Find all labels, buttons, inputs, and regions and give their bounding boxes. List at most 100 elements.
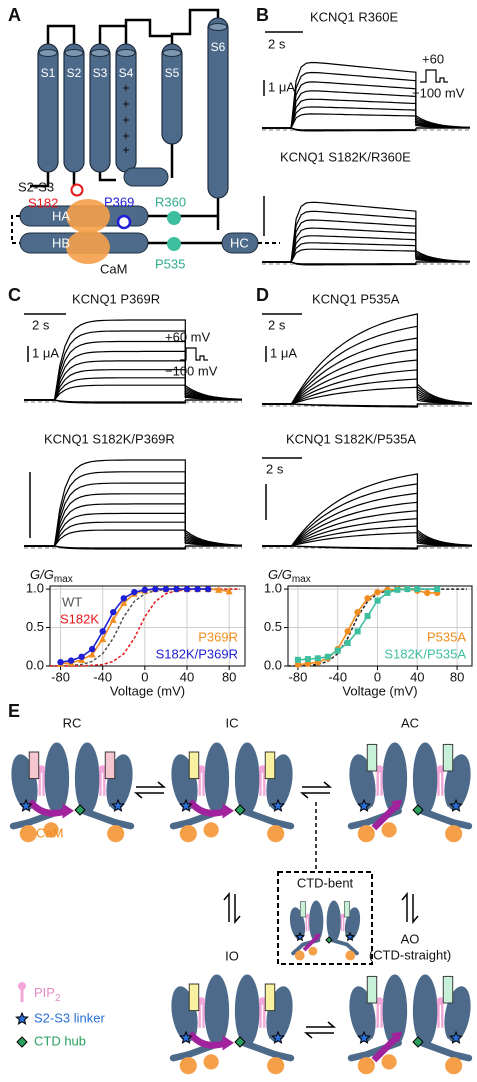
current-trace (262, 261, 470, 266)
segment-label: S5 (165, 66, 180, 80)
pore (204, 974, 230, 1047)
ctd-hub (234, 1036, 246, 1048)
data-point (110, 608, 117, 616)
state-label: CTD-bent (297, 875, 354, 890)
y-tick-label: 1.0 (264, 581, 282, 596)
ctd-helix (371, 1034, 400, 1063)
channel-cartoon (289, 900, 361, 961)
linker-loop (354, 1038, 373, 1045)
ctd-helix-head (222, 803, 234, 819)
linker-star (449, 798, 463, 812)
ctd-arm (418, 1039, 473, 1062)
current-trace (262, 313, 473, 405)
ctd-helix (302, 935, 319, 952)
pip2 (259, 1002, 266, 1028)
x-axis-label: Voltage (mV) (342, 683, 417, 698)
x-tick-label: 0 (141, 669, 148, 684)
data-point (109, 615, 117, 623)
scale-label: 2 s (268, 317, 286, 332)
ctd-arm (240, 1039, 295, 1062)
current-trace (262, 378, 473, 405)
data-point (324, 653, 331, 660)
cam-lobe (203, 822, 219, 838)
linker-loop (269, 1038, 288, 1045)
current-trace (24, 319, 243, 401)
cam-lobe (308, 946, 318, 956)
legend-text: PIP (34, 985, 55, 1000)
pip2 (340, 916, 345, 932)
y-tick-label: 0.5 (264, 619, 282, 634)
channel-cartoon (169, 974, 295, 1075)
x-tick-label: -80 (51, 669, 70, 684)
linker (148, 214, 222, 245)
pore (74, 742, 100, 815)
linker-star (179, 1030, 193, 1044)
helix-cap (90, 49, 110, 57)
current-trace (262, 337, 473, 405)
s4 (188, 751, 200, 780)
pore (412, 974, 438, 1047)
scale-label: 1 μA (32, 345, 59, 360)
y-axis-label: G/Gmax (268, 567, 311, 584)
cam-lobe (19, 825, 37, 843)
y-axis-label-sub: max (54, 574, 73, 585)
equilibrium (401, 891, 419, 925)
trace-title: KCNQ1 R360E (310, 9, 398, 24)
linker-star (271, 798, 285, 812)
pore (412, 742, 438, 815)
current-trace (262, 348, 473, 405)
current-trace (262, 545, 472, 550)
site-label: P369 (104, 194, 134, 209)
s4 (299, 901, 307, 918)
ctd-hub (412, 1036, 424, 1048)
data-point (67, 657, 75, 664)
cam-lobe (267, 825, 285, 843)
segment-label: S4 (119, 66, 134, 80)
data-point (204, 585, 212, 593)
current-trace (262, 386, 472, 405)
linker-loop (354, 806, 373, 813)
linker-star (357, 798, 371, 812)
channel-cartoon (169, 742, 295, 843)
data-point (354, 628, 361, 635)
channel-cartoon (347, 974, 473, 1075)
cam-lobe (445, 1057, 463, 1075)
ctd-helix-head (391, 799, 403, 811)
data-point (215, 585, 223, 593)
segment-label: S3 (93, 66, 108, 80)
scale-label: 2 s (32, 317, 50, 332)
panel-label: A (8, 5, 21, 25)
ctd-arm (80, 807, 135, 830)
cam-lobe (179, 1057, 197, 1075)
ctd-hub (325, 936, 333, 944)
x-tick-label: 80 (222, 669, 236, 684)
linker-star (179, 798, 193, 812)
pore (326, 900, 341, 943)
data-point (194, 585, 201, 593)
data-point (344, 639, 351, 646)
data-point (120, 598, 128, 606)
pore (234, 742, 260, 815)
protocol (180, 347, 208, 361)
protocol-label: −100 mV (165, 363, 218, 378)
channel-cartoon (347, 742, 473, 843)
segment-label: S1 (41, 66, 56, 80)
cam-lobe (203, 1054, 219, 1070)
current-trace (262, 501, 473, 547)
s4 (442, 975, 454, 1004)
panel-label: C (8, 285, 21, 305)
data-point (131, 588, 138, 596)
s4 (343, 901, 351, 918)
protocol-label: +60 (422, 51, 444, 66)
site-s182 (70, 183, 84, 197)
x-tick-label: 40 (410, 669, 424, 684)
data-point (394, 586, 401, 593)
pip2 (437, 770, 444, 796)
pore (204, 742, 230, 815)
s4 (28, 751, 40, 780)
series-line (50, 588, 240, 667)
pip2-head (375, 765, 384, 773)
linker-loop (447, 1038, 466, 1045)
y-tick-label: 1.0 (26, 581, 44, 596)
data-point (434, 586, 441, 593)
